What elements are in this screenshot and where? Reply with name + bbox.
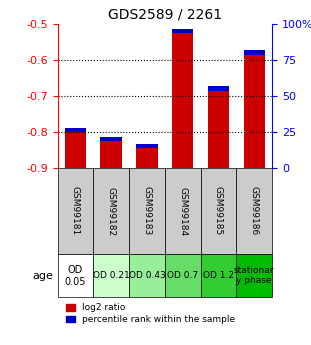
Text: OD 0.7: OD 0.7 bbox=[167, 271, 198, 280]
Title: GDS2589 / 2261: GDS2589 / 2261 bbox=[108, 8, 222, 22]
Text: GSM99184: GSM99184 bbox=[178, 187, 187, 236]
Text: OD 1.2: OD 1.2 bbox=[203, 271, 234, 280]
Bar bbox=[208, 91, 229, 168]
Bar bbox=[244, 50, 265, 55]
Bar bbox=[172, 29, 193, 33]
Text: OD 0.21: OD 0.21 bbox=[93, 271, 130, 280]
Bar bbox=[172, 33, 193, 168]
FancyBboxPatch shape bbox=[93, 168, 129, 254]
FancyBboxPatch shape bbox=[165, 168, 201, 254]
Text: GSM99185: GSM99185 bbox=[214, 186, 223, 236]
FancyBboxPatch shape bbox=[165, 254, 201, 297]
Bar bbox=[65, 128, 86, 132]
Text: stationar
y phase: stationar y phase bbox=[234, 266, 275, 286]
Bar bbox=[100, 137, 122, 141]
Text: GSM99183: GSM99183 bbox=[142, 186, 151, 236]
Text: GSM99186: GSM99186 bbox=[250, 186, 259, 236]
FancyBboxPatch shape bbox=[201, 168, 236, 254]
FancyBboxPatch shape bbox=[58, 254, 93, 297]
Bar bbox=[136, 148, 158, 168]
Text: GSM99182: GSM99182 bbox=[107, 187, 116, 236]
FancyBboxPatch shape bbox=[129, 254, 165, 297]
Bar bbox=[244, 55, 265, 168]
Bar bbox=[208, 86, 229, 91]
Bar bbox=[136, 144, 158, 148]
FancyBboxPatch shape bbox=[129, 168, 165, 254]
Text: GSM99181: GSM99181 bbox=[71, 186, 80, 236]
FancyBboxPatch shape bbox=[58, 168, 93, 254]
FancyBboxPatch shape bbox=[201, 254, 236, 297]
Legend: log2 ratio, percentile rank within the sample: log2 ratio, percentile rank within the s… bbox=[62, 300, 239, 328]
FancyBboxPatch shape bbox=[236, 168, 272, 254]
Text: age: age bbox=[32, 271, 53, 281]
FancyBboxPatch shape bbox=[93, 254, 129, 297]
FancyBboxPatch shape bbox=[236, 254, 272, 297]
Text: OD
0.05: OD 0.05 bbox=[65, 265, 86, 287]
Text: OD 0.43: OD 0.43 bbox=[128, 271, 165, 280]
Bar bbox=[65, 132, 86, 168]
Bar bbox=[100, 141, 122, 168]
